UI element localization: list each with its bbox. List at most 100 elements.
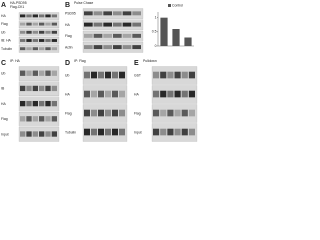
header-label: HA-PSD95 bbox=[10, 1, 27, 5]
row-label: Input bbox=[134, 130, 142, 134]
band bbox=[45, 39, 51, 42]
band bbox=[167, 90, 174, 98]
band bbox=[174, 90, 181, 98]
legend-label: Control bbox=[172, 3, 183, 7]
row-label: HA bbox=[1, 14, 6, 18]
band bbox=[26, 22, 32, 26]
band bbox=[132, 22, 141, 27]
band bbox=[153, 71, 160, 79]
band bbox=[160, 128, 167, 136]
band bbox=[103, 33, 112, 38]
band bbox=[39, 70, 45, 76]
band bbox=[26, 39, 32, 42]
row-label: Input bbox=[1, 132, 9, 136]
band bbox=[113, 33, 122, 38]
band bbox=[98, 128, 104, 136]
band bbox=[39, 30, 45, 34]
band bbox=[167, 128, 174, 136]
band bbox=[93, 45, 103, 50]
header-label: Flag-CK1 bbox=[10, 5, 24, 9]
row-label: Flag bbox=[65, 111, 72, 115]
row-label: GST bbox=[134, 73, 141, 77]
band bbox=[122, 45, 132, 50]
band bbox=[26, 85, 32, 92]
legend-swatch bbox=[168, 4, 171, 7]
band bbox=[112, 71, 118, 79]
band bbox=[51, 14, 57, 18]
band bbox=[20, 14, 26, 18]
band bbox=[119, 71, 125, 79]
panel-letter: A bbox=[1, 2, 6, 9]
band bbox=[103, 45, 112, 50]
band bbox=[32, 70, 38, 76]
band bbox=[45, 85, 51, 92]
band bbox=[32, 22, 38, 26]
band bbox=[51, 22, 57, 26]
band bbox=[93, 22, 103, 27]
bar bbox=[172, 29, 180, 46]
band bbox=[20, 70, 26, 76]
panel-letter: E bbox=[134, 60, 139, 67]
header-label: IP: Flag bbox=[74, 59, 86, 63]
band bbox=[45, 131, 51, 137]
band bbox=[84, 22, 93, 27]
y-tick-label: 1 bbox=[155, 16, 157, 20]
band bbox=[45, 116, 51, 122]
band bbox=[45, 22, 51, 26]
band bbox=[51, 70, 57, 76]
band bbox=[51, 30, 57, 34]
band bbox=[20, 116, 26, 122]
band bbox=[39, 100, 45, 107]
header-label: IP: HA bbox=[10, 59, 21, 63]
band bbox=[91, 90, 97, 98]
y-tick-label: 0 bbox=[155, 44, 157, 48]
band bbox=[174, 71, 181, 79]
band bbox=[51, 47, 57, 51]
row-label: Actin bbox=[65, 45, 73, 49]
band bbox=[45, 70, 51, 76]
band bbox=[153, 109, 160, 117]
band bbox=[119, 90, 125, 98]
band bbox=[188, 90, 195, 98]
band bbox=[45, 100, 51, 107]
band bbox=[32, 116, 38, 122]
band bbox=[153, 128, 160, 136]
band bbox=[181, 90, 188, 98]
band bbox=[51, 100, 57, 107]
panel-letter: B bbox=[65, 2, 70, 9]
row-label: IB bbox=[1, 87, 5, 91]
band bbox=[51, 116, 57, 122]
band bbox=[39, 47, 45, 51]
row-label: Flag bbox=[1, 117, 8, 121]
row-label: IB: HA bbox=[1, 39, 12, 43]
band bbox=[188, 109, 195, 117]
band bbox=[160, 71, 167, 79]
band bbox=[132, 33, 141, 38]
band bbox=[32, 47, 38, 51]
band bbox=[39, 85, 45, 92]
row-label: HA bbox=[65, 23, 70, 27]
band bbox=[181, 71, 188, 79]
band bbox=[98, 90, 104, 98]
band bbox=[84, 109, 90, 117]
band bbox=[20, 22, 26, 26]
band bbox=[32, 39, 38, 42]
band bbox=[32, 30, 38, 34]
band bbox=[160, 90, 167, 98]
row-label: Ub bbox=[1, 30, 5, 34]
band bbox=[39, 116, 45, 122]
row-label: HA bbox=[134, 92, 139, 96]
band bbox=[105, 71, 111, 79]
band bbox=[84, 11, 93, 16]
band bbox=[45, 30, 51, 34]
row-label: Ub bbox=[65, 73, 69, 77]
band bbox=[32, 85, 38, 92]
band bbox=[20, 85, 26, 92]
band bbox=[93, 33, 103, 38]
panel-letter: C bbox=[1, 60, 6, 67]
band bbox=[105, 90, 111, 98]
band bbox=[51, 39, 57, 42]
band bbox=[113, 11, 122, 16]
band bbox=[84, 33, 93, 38]
band bbox=[26, 116, 32, 122]
